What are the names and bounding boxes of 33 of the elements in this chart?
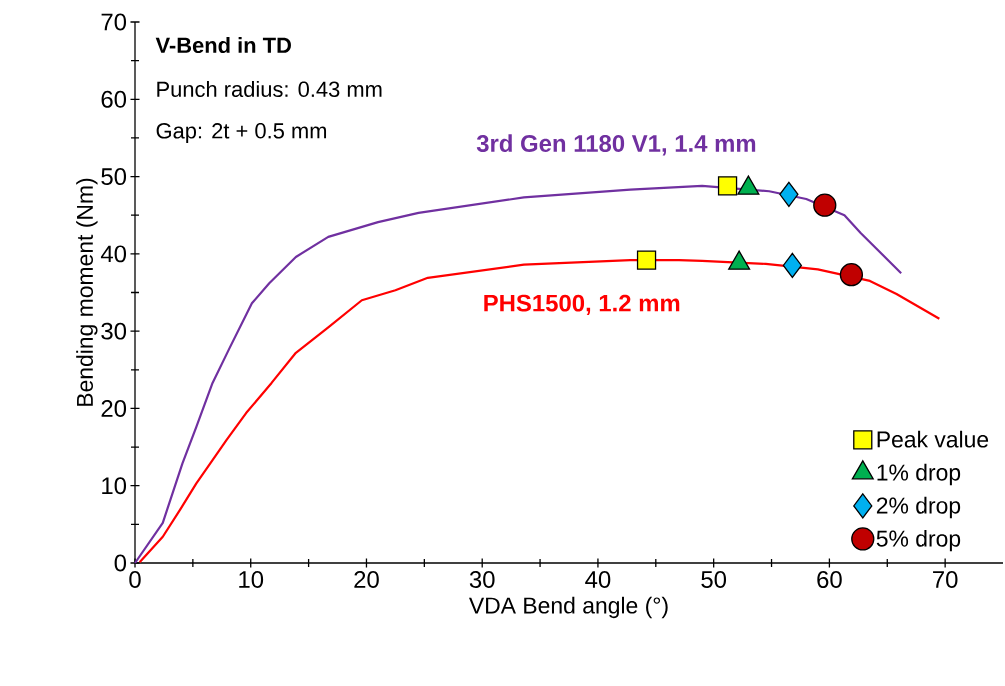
point bbox=[782, 252, 803, 279]
x-tick-label: 10 bbox=[239, 571, 264, 588]
legend-label: Peak value bbox=[877, 430, 989, 448]
x-tick-label: 60 bbox=[817, 571, 842, 588]
x-tick-label: 40 bbox=[585, 571, 611, 588]
y-tick-label: 60 bbox=[101, 90, 127, 108]
x-tick-label: 70 bbox=[933, 571, 958, 588]
y-tick-label: 50 bbox=[101, 168, 127, 186]
point bbox=[839, 263, 864, 287]
y-tick-label: 40 bbox=[100, 245, 127, 263]
y-tick-label: 20 bbox=[101, 399, 127, 417]
series-label: 3rd Gen 1180 V1, 1.4 mm bbox=[476, 134, 756, 156]
legend-label: 1% drop bbox=[877, 463, 961, 486]
y-tick-label: 10 bbox=[102, 477, 127, 495]
point bbox=[717, 176, 738, 196]
y-axis-title: Bending moment (Nm) bbox=[76, 178, 98, 406]
x-tick-label: 20 bbox=[354, 571, 379, 588]
series-label: PHS1500, 1.2 mm bbox=[484, 294, 680, 316]
x-tick-label: 30 bbox=[469, 571, 495, 588]
y-tick-label: 0 bbox=[114, 554, 127, 572]
annotation: Gap: 2t + 0.5 mm bbox=[156, 123, 327, 143]
annotation: V-Bend in TD bbox=[155, 36, 291, 54]
y-tick-label: 70 bbox=[101, 13, 127, 31]
legend-label: 2% drop bbox=[876, 496, 961, 519]
x-tick-label: 50 bbox=[701, 571, 727, 588]
legend-label: 5% drop bbox=[876, 529, 961, 552]
annotation: Punch radius: 0.43 mm bbox=[157, 80, 382, 98]
y-tick-label: 30 bbox=[101, 322, 127, 340]
x-axis-title: VDA Bend angle (°) bbox=[468, 596, 668, 619]
x-tick-label: 0 bbox=[129, 571, 141, 588]
point bbox=[813, 193, 837, 217]
point bbox=[779, 181, 799, 207]
point bbox=[636, 250, 657, 270]
